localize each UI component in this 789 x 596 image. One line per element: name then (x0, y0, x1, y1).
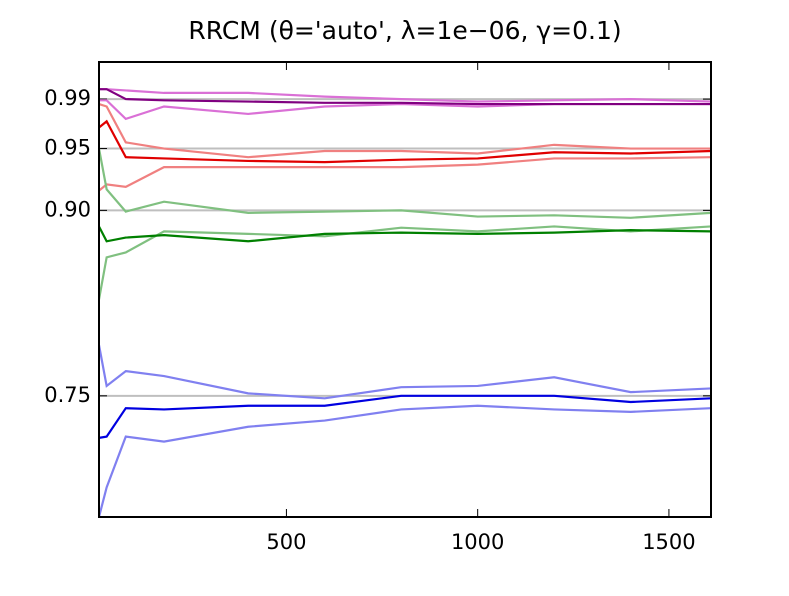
x-tick-label: 500 (266, 530, 306, 554)
y-tick-label: 0.99 (44, 86, 91, 110)
series-line (97, 225, 712, 300)
series-line (98, 156, 712, 192)
y-tick-label: 0.90 (44, 197, 91, 221)
plot-frame (98, 61, 712, 518)
y-tick-label: 0.95 (44, 136, 91, 160)
series-line (97, 148, 712, 219)
x-tick-label: 1000 (451, 530, 504, 554)
chart-title: RRCM (θ='auto', λ=1e−06, γ=0.1) (188, 16, 621, 45)
series-line (99, 88, 711, 106)
series-line (99, 88, 712, 103)
series-line (98, 394, 712, 439)
series-line (97, 404, 712, 518)
series-line (97, 344, 712, 400)
x-tick-label: 1500 (642, 530, 695, 554)
series-line (98, 119, 712, 164)
y-tick-label: 0.75 (44, 383, 91, 407)
series-line (98, 225, 712, 243)
series-line (98, 102, 711, 159)
